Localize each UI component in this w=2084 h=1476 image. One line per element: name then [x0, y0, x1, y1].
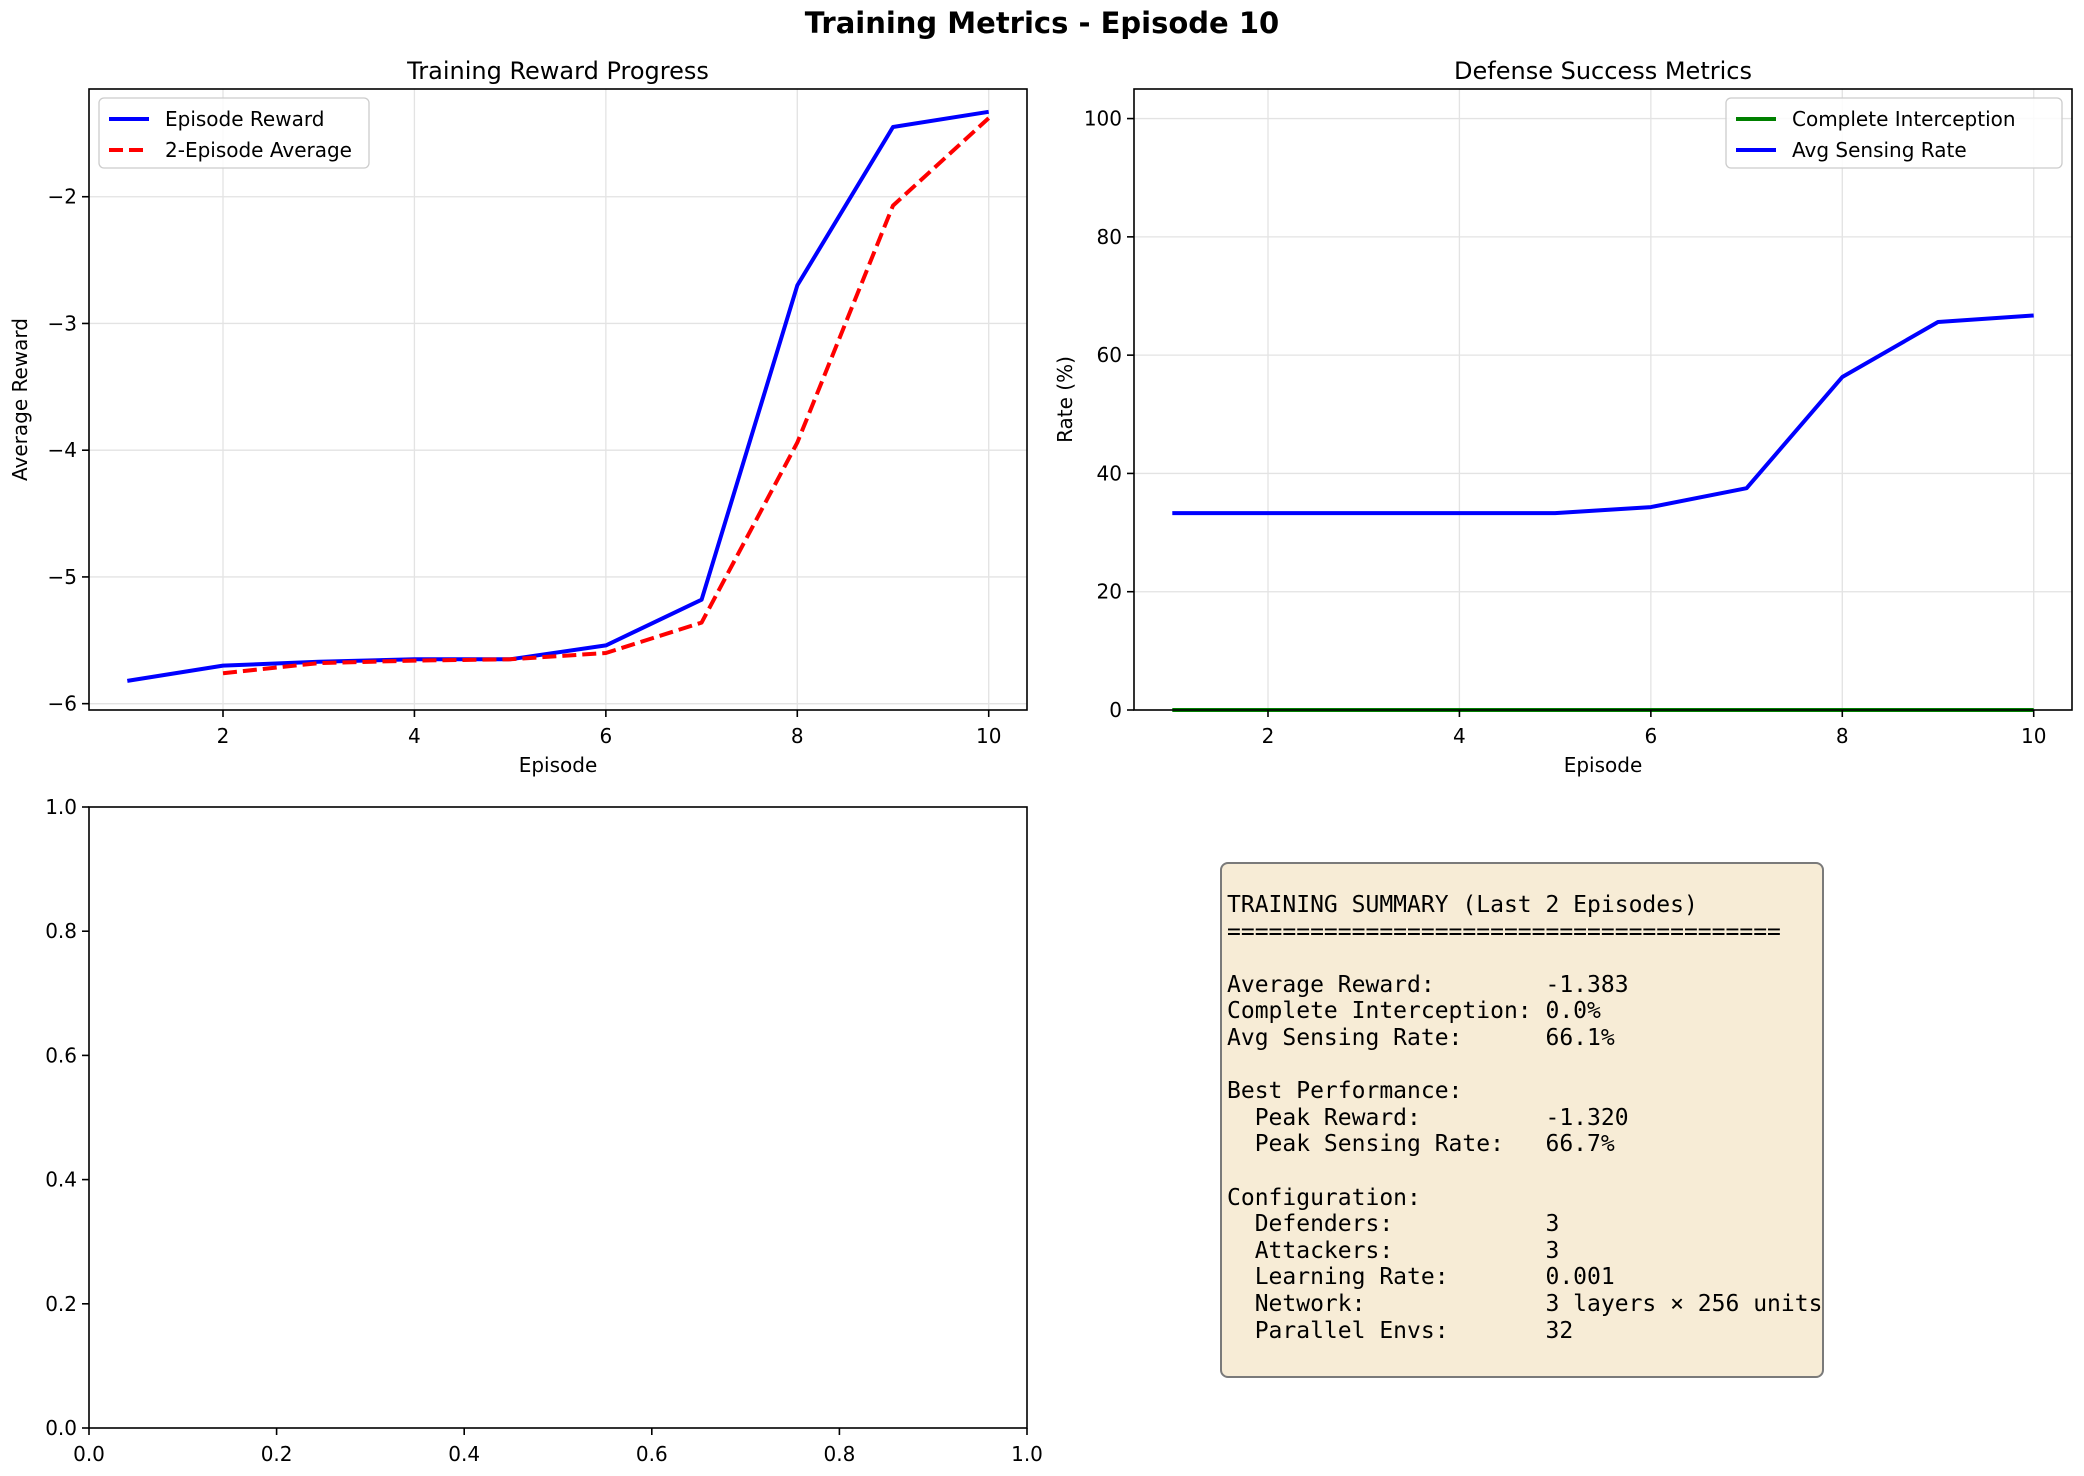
summary-line: Average Reward: -1.383 [1227, 971, 1629, 998]
legend-label: Episode Reward [165, 107, 324, 131]
y-tick-label: −3 [48, 311, 77, 335]
summary-line: Attackers: 3 [1227, 1237, 1560, 1264]
y-tick-label: 0.6 [45, 1043, 77, 1067]
summary-line: Parallel Envs: 32 [1227, 1317, 1574, 1344]
summary-line [1227, 945, 1822, 972]
summary-line: Peak Sensing Rate: 66.7% [1227, 1131, 1615, 1158]
y-axis-label: Rate (%) [1053, 356, 1077, 443]
y-tick-label: 0.0 [45, 1416, 77, 1440]
series-line-2-episode-average [222, 116, 991, 676]
summary-line: Network: 3 layers × 256 units [1227, 1290, 1823, 1317]
y-tick-label: 100 [1084, 107, 1122, 131]
legend-box [1725, 97, 2063, 169]
x-tick-label: 0.8 [823, 1442, 855, 1466]
summary-line: Avg Sensing Rate: 66.1% [1227, 1024, 1615, 1051]
training-summary-box [1220, 862, 1824, 1378]
x-tick-label: 4 [408, 724, 421, 748]
summary-line [1227, 1158, 1822, 1185]
x-tick-label: 8 [1836, 724, 1849, 748]
x-tick-label: 8 [791, 724, 804, 748]
summary-line: Configuration: [1227, 1184, 1421, 1211]
x-tick-label: 1.0 [1011, 1442, 1043, 1466]
summary-line: Peak Reward: -1.320 [1227, 1104, 1629, 1131]
x-tick-label: 6 [599, 724, 612, 748]
x-tick-label: 10 [976, 724, 1001, 748]
x-axis-label: Episode [1564, 753, 1643, 777]
legend-label: Avg Sensing Rate [1792, 138, 1967, 162]
axes-frame [1133, 88, 2073, 711]
legend: Episode Reward 2-Episode Average [98, 97, 370, 169]
axes-frame [88, 88, 1028, 711]
legend-box [98, 97, 370, 169]
chart-3: 0.0 0.2 0.4 0.6 0.8 1.0 0.0 0.2 0.4 0.6 0.8 1.0 [45, 795, 1043, 1466]
x-axis-label: Episode [519, 753, 598, 777]
chart-1: 2 4 6 8 10 −6 −5 −4 −3 −2 Training Reward Progress… [8, 57, 1028, 777]
y-tick-label: 40 [1097, 461, 1122, 485]
y-tick-label: 0 [1109, 698, 1122, 722]
y-tick-label: −4 [48, 438, 77, 462]
x-tick-label: 0.2 [261, 1442, 293, 1466]
axes-frame [88, 806, 1028, 1429]
figure-title: Training Metrics - Episode 10 [804, 6, 1280, 40]
summary-line: TRAINING SUMMARY (Last 2 Episodes) [1227, 892, 1698, 918]
x-tick-label: 0.4 [448, 1442, 480, 1466]
y-tick-label: −6 [48, 692, 77, 716]
y-tick-label: −2 [48, 185, 77, 209]
x-tick-label: 6 [1644, 724, 1657, 748]
summary-line [1227, 1052, 1822, 1079]
x-tick-label: 4 [1453, 724, 1466, 748]
summary-line: Complete Interception: 0.0% [1227, 998, 1601, 1025]
y-axis-label: Average Reward [8, 318, 32, 481]
chart-title: Training Reward Progress [406, 57, 709, 85]
series-line-avg-sensing-rate [1172, 313, 2034, 516]
x-tick-label: 10 [2021, 724, 2046, 748]
y-tick-label: 1.0 [45, 795, 77, 819]
y-tick-label: 60 [1097, 343, 1122, 367]
y-tick-label: 0.8 [45, 919, 77, 943]
x-tick-label: 0.0 [73, 1442, 105, 1466]
summary-line: Best Performance: [1227, 1078, 1463, 1105]
legend-label: 2-Episode Average [165, 138, 352, 162]
y-tick-label: 80 [1097, 225, 1122, 249]
y-tick-label: −5 [48, 565, 77, 589]
summary-line: Defenders: 3 [1227, 1211, 1560, 1238]
x-tick-label: 0.6 [636, 1442, 668, 1466]
x-tick-label: 2 [1262, 724, 1275, 748]
series-line-episode-reward [126, 109, 990, 683]
summary-line: ======================================== [1227, 918, 1781, 945]
legend: Complete Interception Avg Sensing Rate [1725, 97, 2063, 169]
legend-label: Complete Interception [1792, 107, 2016, 131]
y-tick-label: 0.4 [45, 1168, 77, 1192]
y-tick-label: 20 [1097, 580, 1122, 604]
training-summary-text: TRAINING SUMMARY (Last 2 Episodes) ======… [1227, 892, 1822, 1344]
x-tick-label: 2 [217, 724, 230, 748]
y-tick-label: 0.2 [45, 1292, 77, 1316]
summary-line: Learning Rate: 0.001 [1227, 1264, 1615, 1291]
chart-title: Defense Success Metrics [1454, 57, 1752, 85]
